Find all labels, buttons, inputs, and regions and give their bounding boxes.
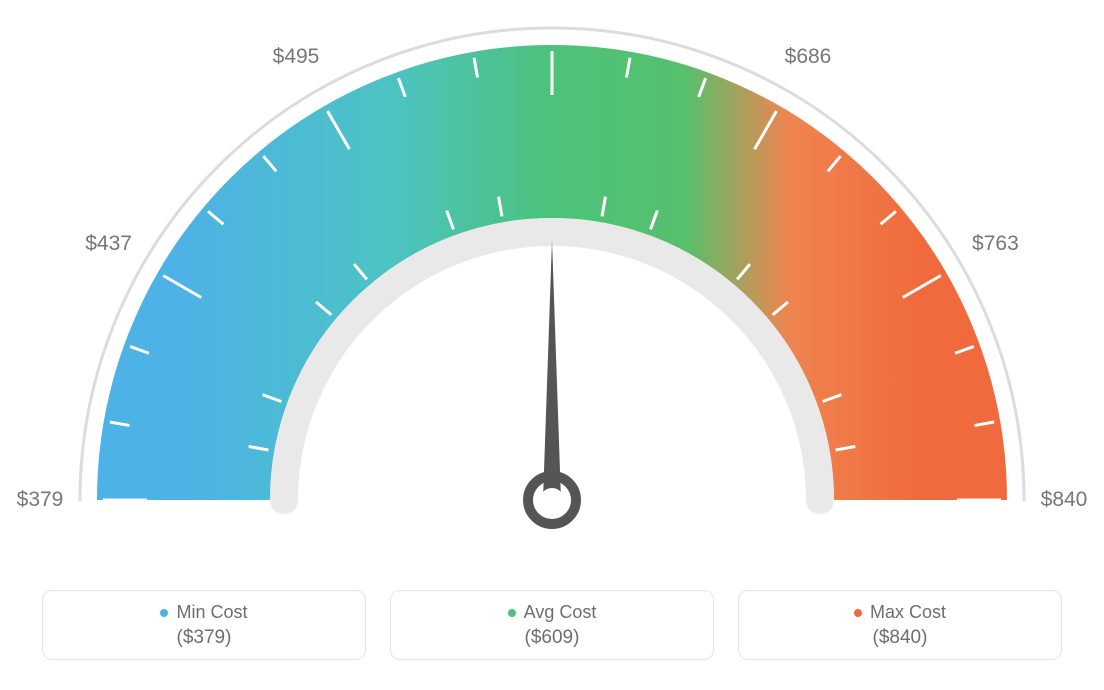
- legend-min-label: Min Cost: [176, 602, 247, 622]
- gauge-svg: [0, 0, 1104, 560]
- gauge-tick-label: $437: [85, 232, 132, 256]
- gauge-tick-label: $379: [17, 488, 64, 512]
- legend-min-dot: [160, 609, 168, 617]
- gauge-tick-label: $495: [273, 45, 320, 69]
- cost-gauge-widget: $379$437$495$609$686$763$840 Min Cost ($…: [0, 0, 1104, 690]
- legend-avg-title: Avg Cost: [508, 602, 597, 623]
- legend-max-label: Max Cost: [870, 602, 946, 622]
- legend-max-card: Max Cost ($840): [738, 590, 1062, 660]
- gauge-tick-label: $686: [785, 45, 832, 69]
- gauge-tick-label: $763: [972, 232, 1019, 256]
- gauge-tick-label: $840: [1041, 488, 1088, 512]
- legend-min-card: Min Cost ($379): [42, 590, 366, 660]
- gauge-area: $379$437$495$609$686$763$840: [0, 0, 1104, 560]
- legend-avg-card: Avg Cost ($609): [390, 590, 714, 660]
- legend-min-title: Min Cost: [160, 602, 247, 623]
- legend-max-dot: [854, 609, 862, 617]
- legend-max-value: ($840): [873, 627, 928, 649]
- legend-min-value: ($379): [177, 627, 232, 649]
- legend-row: Min Cost ($379) Avg Cost ($609) Max Cost…: [0, 570, 1104, 690]
- legend-max-title: Max Cost: [854, 602, 946, 623]
- legend-avg-value: ($609): [525, 627, 580, 649]
- legend-avg-label: Avg Cost: [524, 602, 597, 622]
- legend-avg-dot: [508, 609, 516, 617]
